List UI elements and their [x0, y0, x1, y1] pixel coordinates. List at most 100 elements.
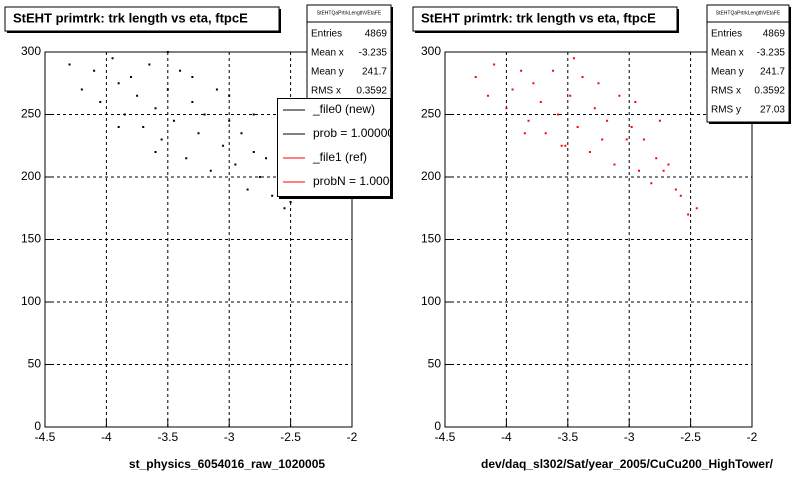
point — [658, 119, 661, 122]
point — [258, 176, 261, 178]
x-tick-label: -2 — [747, 430, 758, 444]
point — [154, 107, 157, 110]
point — [552, 69, 555, 72]
point — [68, 63, 71, 66]
y-tick-label: 250 — [421, 107, 441, 121]
point — [556, 113, 559, 116]
x-tick-label: -3.5 — [157, 430, 178, 444]
point — [662, 169, 665, 172]
point — [625, 138, 628, 141]
point — [271, 194, 274, 197]
point — [209, 169, 212, 172]
point — [228, 119, 231, 122]
legend-label: prob = 1.000000 — [313, 126, 401, 140]
point — [283, 207, 286, 210]
point — [185, 157, 188, 160]
y-tick-label: 50 — [28, 357, 42, 371]
point — [117, 126, 120, 128]
point — [289, 201, 292, 203]
point — [240, 132, 243, 135]
point — [142, 126, 145, 128]
stats-value: 0.3592 — [754, 86, 785, 97]
point — [203, 113, 206, 116]
x-tick-label: -2.5 — [680, 430, 701, 444]
plot-frame — [444, 51, 753, 428]
point — [505, 107, 508, 110]
stats-label: RMS x — [311, 86, 341, 97]
x-tick-label: -2.5 — [280, 430, 301, 444]
point — [80, 88, 83, 91]
point — [687, 213, 690, 216]
y-tick-label: 100 — [421, 294, 441, 308]
stats-title: StEHTQaPrtrkLengthVEtaFE — [317, 10, 382, 16]
stats-label: Mean y — [311, 67, 344, 78]
y-tick-label: 250 — [21, 107, 41, 121]
point — [642, 138, 645, 141]
point — [638, 169, 641, 172]
y-tick-label: 0 — [434, 419, 441, 433]
point — [222, 144, 225, 147]
legend-label: probN = 1.000000 — [313, 174, 410, 188]
chart-title: StEHT primtrk: trk length vs eta, ftpcE — [421, 10, 656, 25]
point — [511, 88, 514, 91]
x-tick-label: -3 — [224, 430, 235, 444]
stats-value: -3.235 — [757, 48, 786, 59]
stats-label: Entries — [311, 29, 342, 40]
point — [191, 76, 194, 78]
stats-value: 241.7 — [760, 67, 785, 78]
point — [674, 188, 677, 191]
stats-value: 241.7 — [362, 67, 387, 78]
x-tick-label: -4 — [101, 430, 112, 444]
x-tick-label: -4.5 — [35, 430, 56, 444]
point — [593, 107, 596, 110]
point — [532, 82, 535, 85]
legend-label: _file1 (ref) — [312, 150, 367, 164]
y-tick-label: 300 — [421, 44, 441, 58]
stats-value: 4869 — [365, 29, 388, 40]
legend-box — [277, 98, 391, 197]
point — [148, 63, 151, 66]
point — [117, 82, 120, 85]
point — [564, 144, 567, 147]
point — [111, 57, 114, 60]
point — [667, 163, 670, 166]
point — [252, 151, 255, 153]
x-tick-label: -3 — [624, 430, 635, 444]
point — [136, 94, 139, 97]
y-tick-label: 300 — [21, 44, 41, 58]
y-tick-label: 50 — [428, 357, 442, 371]
y-tick-label: 100 — [21, 294, 41, 308]
stats-label: RMS x — [711, 86, 741, 97]
stats-value: 4869 — [763, 29, 786, 40]
point — [650, 182, 653, 185]
stats-label: Entries — [711, 29, 742, 40]
point — [588, 151, 591, 153]
point — [544, 132, 547, 135]
title-box — [412, 6, 678, 32]
stats-value: -3.235 — [359, 48, 388, 59]
stats-value: 27.03 — [760, 105, 785, 116]
point — [252, 113, 255, 116]
y-tick-label: 0 — [34, 419, 41, 433]
point — [523, 132, 526, 135]
stats-label: Mean x — [311, 48, 344, 59]
point — [597, 82, 600, 85]
point — [172, 119, 175, 122]
point — [572, 57, 575, 60]
point — [154, 151, 157, 153]
chart: -4.5 -4 -3.5 -3 -2.5 -2 0 50 100 150 200 250 300 dev/… — [412, 4, 791, 471]
point — [99, 101, 102, 103]
x-axis-title: st_physics_6054016_raw_1020005 — [129, 457, 325, 471]
title-box — [4, 6, 280, 32]
point — [197, 132, 200, 135]
legend: _file0 (new) prob = 1.000000 _file1 (ref) p… — [277, 98, 410, 197]
point — [179, 69, 182, 72]
point — [634, 101, 637, 103]
point — [493, 63, 496, 66]
x-axis-title: dev/daq_sl302/Sat/year_2005/CuCu200_High… — [481, 457, 774, 471]
y-tick-label: 200 — [21, 169, 41, 183]
stats-title: StEHTQaPrtrkLengthVEtaFE — [716, 10, 781, 16]
y-tick-label: 200 — [421, 169, 441, 183]
point — [486, 94, 489, 97]
stats-value: 0.3592 — [356, 86, 387, 97]
